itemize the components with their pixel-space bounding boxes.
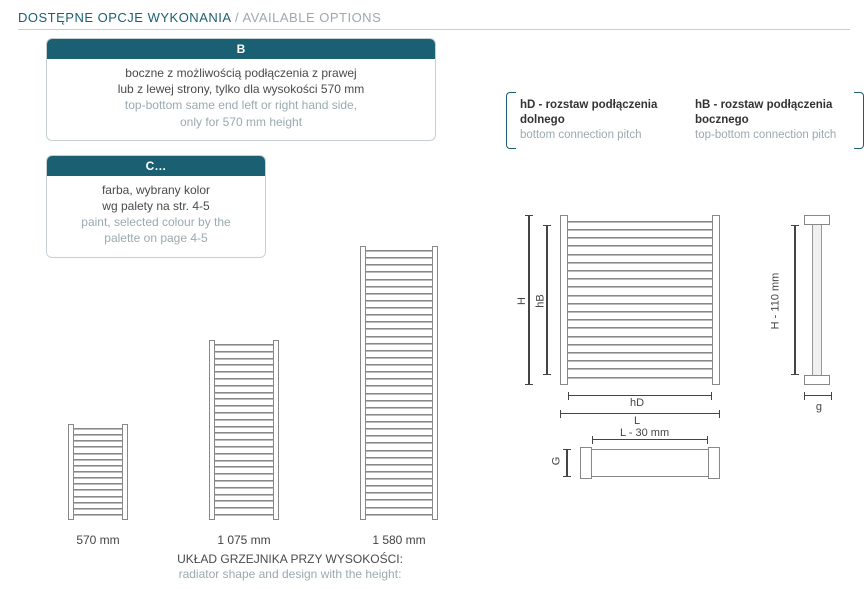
legend-hD-key: hD - [520, 99, 542, 111]
radiator-size: 570 mm [68, 424, 128, 547]
side-view [804, 215, 830, 385]
header-title-en: AVAILABLE OPTIONS [242, 10, 381, 25]
dim-line-G [566, 449, 568, 477]
bracket-right [854, 92, 864, 149]
header-divider: / [231, 10, 243, 25]
dim-line-Hminus [794, 225, 796, 375]
option-c-code: C… [47, 156, 265, 176]
option-c-pl2: wg palety na str. 4-5 [57, 198, 255, 214]
legend-hB-key: hB - [695, 99, 717, 111]
dim-line-L [560, 413, 720, 414]
dim-line-Lminus [592, 439, 708, 440]
dim-label-G: G [550, 457, 562, 466]
dim-label-hB: hB [535, 294, 547, 307]
front-view [560, 215, 720, 385]
option-b-code: B [47, 39, 435, 59]
radiator-size-label: 570 mm [68, 533, 128, 547]
option-b-body: boczne z możliwością podłączenia z prawe… [47, 59, 435, 140]
technical-drawings: H hB hD L H - 110 mm g L - 30 mm [520, 179, 850, 499]
dim-label-L: L [634, 415, 640, 427]
legend-hD: hD - rozstaw podłączenia dolnego bottom … [520, 98, 675, 143]
side-cap-top [804, 215, 830, 225]
radiator-size: 1 580 mm [360, 246, 438, 547]
legend-box: hD - rozstaw podłączenia dolnego bottom … [520, 92, 850, 149]
option-box-b: + B boczne z możliwością podłączenia z p… [46, 38, 436, 141]
dim-label-g: g [816, 401, 822, 413]
option-b-pl1: boczne z możliwością podłączenia z prawe… [57, 65, 425, 81]
option-box-c: + C… farba, wybrany kolor wg palety na s… [46, 155, 266, 258]
dim-line-H [528, 215, 530, 385]
radiator-illustration [360, 246, 438, 520]
front-rail-left [560, 215, 568, 385]
radiator-size: 1 075 mm [209, 340, 279, 547]
bottom-view [580, 449, 720, 477]
option-c-en1: paint, selected colour by the [57, 214, 255, 230]
option-b-en1: top-bottom same end left or right hand s… [57, 97, 425, 113]
side-body [812, 215, 822, 385]
radiator-caption: UKŁAD GRZEJNIKA PRZY WYSOKOŚCI: radiator… [130, 552, 450, 583]
radiator-size-row: 570 mm 1 075 mm 1 580 mm [68, 246, 438, 547]
option-c-body: farba, wybrany kolor wg palety na str. 4… [47, 176, 265, 257]
option-b-pl2: lub z lewej strony, tylko dla wysokości … [57, 81, 425, 97]
header-title-pl: DOSTĘPNE OPCJE WYKONANIA [18, 10, 231, 25]
bracket-left [506, 92, 516, 149]
option-c-en2: palette on page 4-5 [57, 230, 255, 246]
legend-hB-en: top-bottom connection pitch [695, 129, 836, 141]
radiator-illustration [68, 424, 128, 520]
option-c-pl1: farba, wybrany kolor [57, 182, 255, 198]
radiator-size-label: 1 580 mm [360, 533, 438, 547]
radiator-size-label: 1 075 mm [209, 533, 279, 547]
dim-label-Hminus: H - 110 mm [770, 272, 782, 329]
legend-hB: hB - rozstaw podłączenia bocznego top-bo… [695, 98, 850, 143]
front-rail-right [712, 215, 720, 385]
dim-line-g [804, 395, 832, 396]
dim-label-H: H [516, 297, 528, 305]
dim-label-hD: hD [630, 397, 644, 409]
section-header: DOSTĘPNE OPCJE WYKONANIA / AVAILABLE OPT… [18, 10, 850, 30]
radiator-illustration [209, 340, 279, 520]
caption-pl: UKŁAD GRZEJNIKA PRZY WYSOKOŚCI: [130, 552, 450, 568]
option-b-en2: only for 570 mm height [57, 114, 425, 130]
caption-en: radiator shape and design with the heigh… [130, 567, 450, 583]
legend-hD-en: bottom connection pitch [520, 129, 641, 141]
dim-line-hD [568, 395, 712, 396]
side-cap-bottom [804, 375, 830, 385]
front-bars [568, 221, 712, 379]
dim-label-Lminus: L - 30 mm [620, 427, 669, 439]
